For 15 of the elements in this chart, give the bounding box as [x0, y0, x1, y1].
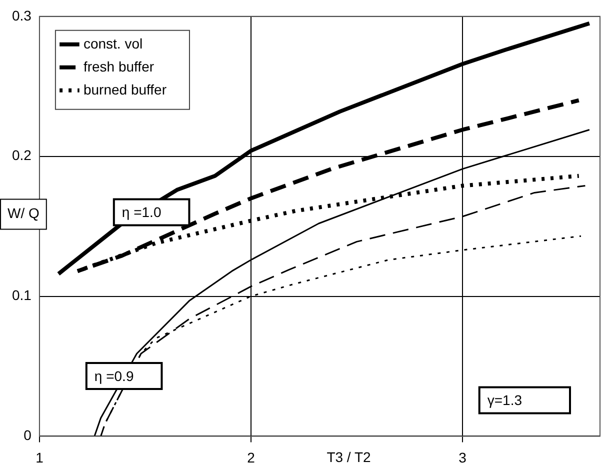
annotation: η =0.9 — [94, 368, 134, 384]
x-tick-label: 3 — [458, 449, 467, 466]
y-tick-label: 0.2 — [12, 147, 32, 164]
x-tick-label: 1 — [36, 449, 44, 466]
annotation: η =1.0 — [122, 204, 162, 220]
legend-label: fresh buffer — [83, 58, 154, 74]
x-tick-label: 2 — [247, 449, 256, 466]
y-tick-label: 0.1 — [12, 287, 32, 304]
legend-label: const. vol — [83, 35, 143, 52]
x-axis-title: T3 / T2 — [326, 449, 372, 466]
y-tick-label: 0 — [24, 427, 32, 444]
legend-label: burned buffer — [83, 81, 167, 98]
y-axis-title: W/ Q — [8, 205, 40, 222]
annotation: γ=1.3 — [487, 392, 522, 408]
y-tick-label: 0.3 — [12, 7, 32, 24]
